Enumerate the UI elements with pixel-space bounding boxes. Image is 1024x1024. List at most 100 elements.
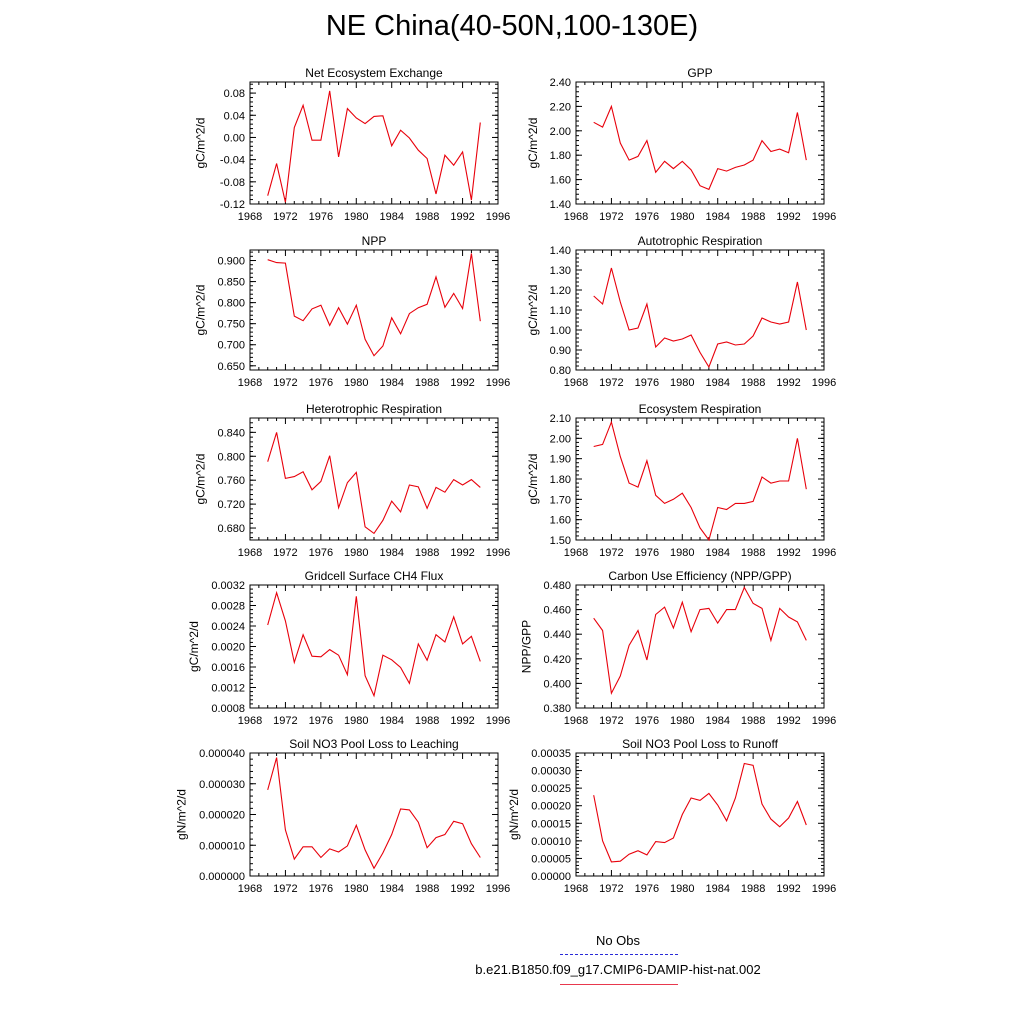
chart-title: Carbon Use Efficiency (NPP/GPP) [608, 569, 791, 583]
y-axis-label: gC/m^2/d [194, 285, 208, 336]
y-tick-label: 0.04 [224, 110, 245, 122]
figure-title: NE China(40-50N,100-130E) [325, 10, 699, 42]
x-tick-label: 1996 [812, 547, 836, 559]
x-tick-label: 1984 [379, 547, 403, 559]
x-tick-label: 1988 [741, 211, 765, 223]
x-tick-label: 1988 [415, 211, 439, 223]
x-tick-label: 1992 [776, 547, 800, 559]
y-tick-label: 0.000010 [199, 840, 245, 852]
x-tick-label: 1996 [486, 883, 510, 895]
x-tick-label: 1988 [741, 715, 765, 727]
y-tick-label: 0.0024 [211, 621, 245, 633]
y-tick-label: 0.00005 [531, 853, 571, 865]
x-tick-label: 1988 [415, 715, 439, 727]
x-tick-label: 1988 [741, 883, 765, 895]
x-tick-label: 1976 [635, 547, 659, 559]
x-tick-label: 1984 [705, 547, 729, 559]
y-tick-label: 0.420 [543, 654, 571, 666]
x-tick-label: 1968 [564, 883, 588, 895]
chart-panel-2: GPP 1968 1972 1976 1980 1984 1988 1992 1996 1.40 1… [526, 66, 836, 223]
chart-panel-9: Soil NO3 Pool Loss to Leaching 1968 1972 19… [175, 737, 511, 895]
y-axis-label: gC/m^2/d [526, 454, 540, 505]
chart-title: Autotrophic Respiration [638, 234, 763, 248]
chart-panel-6: Ecosystem Respiration 1968 1972 1976 1980 198… [526, 402, 836, 559]
y-tick-label: 2.00 [550, 433, 571, 445]
chart-panel-8: Carbon Use Efficiency (NPP/GPP) 1968 1972 1… [520, 569, 837, 727]
chart-title: Net Ecosystem Exchange [305, 66, 443, 80]
x-tick-label: 1992 [450, 211, 474, 223]
series-line [593, 104, 807, 191]
x-tick-label: 1988 [415, 547, 439, 559]
x-tick-label: 1972 [599, 211, 623, 223]
x-tick-label: 1984 [379, 883, 403, 895]
y-axis-label: gC/m^2/d [526, 285, 540, 336]
y-tick-label: 1.50 [550, 535, 571, 547]
y-tick-label: 0.00 [224, 132, 245, 144]
x-tick-label: 1968 [564, 211, 588, 223]
y-tick-label: 0.00020 [531, 801, 571, 813]
x-tick-label: 1984 [705, 715, 729, 727]
x-tick-label: 1980 [670, 377, 694, 389]
x-tick-label: 1996 [486, 715, 510, 727]
y-tick-label: 0.800 [217, 298, 245, 310]
y-tick-label: 0.900 [217, 256, 245, 268]
series-line [593, 762, 807, 863]
y-tick-label: 0.0028 [211, 601, 245, 613]
y-tick-label: 0.380 [543, 703, 571, 715]
x-tick-label: 1996 [486, 377, 510, 389]
series-line [267, 757, 481, 870]
x-tick-label: 1976 [309, 211, 333, 223]
chart-title: Soil NO3 Pool Loss to Leaching [289, 737, 458, 751]
y-tick-label: 0.760 [217, 475, 245, 487]
y-tick-label: 0.480 [543, 580, 571, 592]
y-tick-label: 0.440 [543, 629, 571, 641]
x-tick-label: 1976 [309, 547, 333, 559]
y-tick-label: 0.750 [217, 319, 245, 331]
y-tick-label: 0.720 [217, 499, 245, 511]
x-tick-label: 1980 [344, 715, 368, 727]
y-tick-label: 1.20 [550, 285, 571, 297]
x-tick-label: 1980 [670, 715, 694, 727]
y-tick-label: 0.840 [217, 427, 245, 439]
y-tick-label: 0.00035 [531, 748, 571, 760]
chart-panel-1: Net Ecosystem Exchange 1968 1972 1976 1980 19… [194, 66, 511, 223]
x-tick-label: 1984 [379, 211, 403, 223]
y-tick-label: 1.30 [550, 265, 571, 277]
x-tick-label: 1996 [812, 883, 836, 895]
x-tick-label: 1996 [812, 377, 836, 389]
chart-title: Soil NO3 Pool Loss to Runoff [622, 737, 779, 751]
y-tick-label: 0.000030 [199, 779, 245, 791]
y-tick-label: 0.700 [217, 340, 245, 352]
x-tick-label: 1976 [309, 883, 333, 895]
y-tick-label: 0.0032 [211, 580, 245, 592]
x-tick-label: 1996 [812, 715, 836, 727]
y-tick-label: 1.70 [550, 494, 571, 506]
chart-title: Gridcell Surface CH4 Flux [305, 569, 444, 583]
chart-panel-10: Soil NO3 Pool Loss to Runoff 1968 1972 1976… [507, 737, 836, 895]
y-tick-label: 0.000000 [199, 871, 245, 883]
y-tick-label: 0.08 [224, 88, 245, 100]
y-tick-label: 1.00 [550, 325, 571, 337]
x-tick-label: 1968 [564, 547, 588, 559]
series-line [593, 267, 807, 369]
y-tick-label: 2.00 [550, 126, 571, 138]
x-tick-label: 1980 [670, 883, 694, 895]
y-tick-label: 1.10 [550, 305, 571, 317]
y-axis-label: gC/m^2/d [194, 454, 208, 505]
y-tick-label: -0.12 [220, 199, 245, 211]
x-tick-label: 1988 [741, 377, 765, 389]
y-tick-label: 0.00030 [531, 766, 571, 778]
x-tick-label: 1992 [450, 715, 474, 727]
y-tick-label: 0.000020 [199, 810, 245, 822]
y-axis-label: NPP/GPP [520, 620, 534, 673]
chart-panel-4: Autotrophic Respiration 1968 1972 1976 1980 1… [526, 234, 836, 389]
x-tick-label: 1984 [705, 377, 729, 389]
y-tick-label: 1.90 [550, 454, 571, 466]
series-line [267, 253, 481, 357]
y-tick-label: 1.80 [550, 474, 571, 486]
x-tick-label: 1988 [741, 547, 765, 559]
x-tick-label: 1984 [705, 883, 729, 895]
x-tick-label: 1992 [776, 377, 800, 389]
x-tick-label: 1968 [238, 377, 262, 389]
